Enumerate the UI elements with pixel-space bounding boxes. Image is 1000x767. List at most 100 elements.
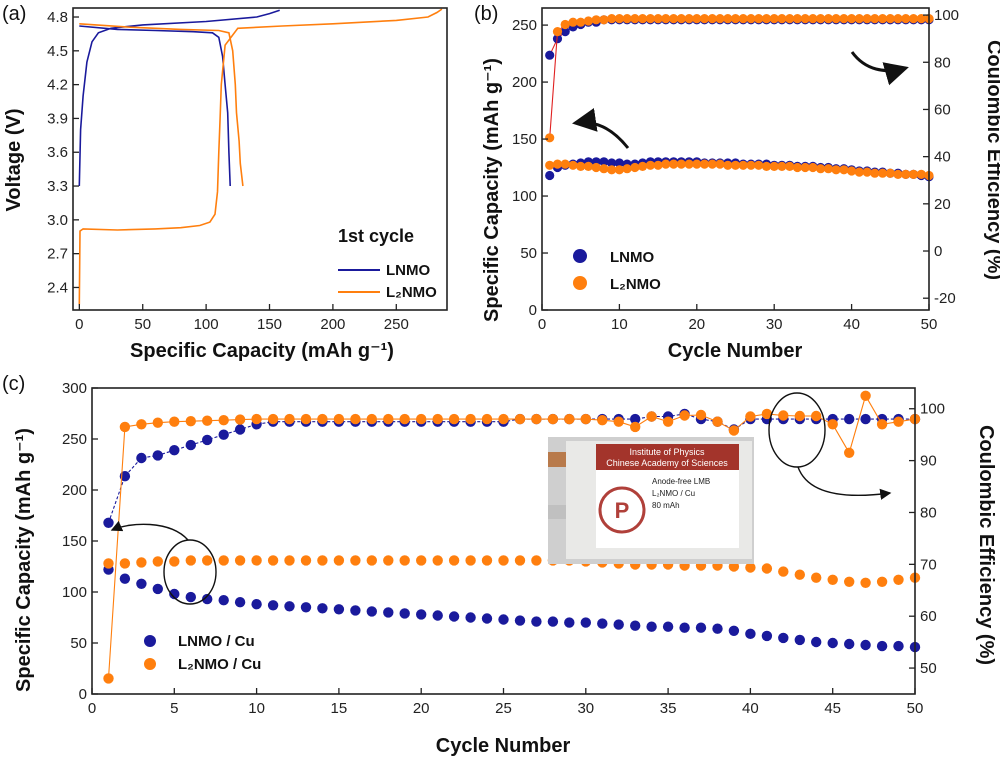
point-lnmocu-capacity (662, 621, 674, 632)
point-lnmocu-capacity (267, 555, 279, 566)
point-lnmocu-capacity (679, 622, 690, 633)
point-lnmocu-capacity (613, 619, 624, 630)
legend-marker-lnmo (573, 249, 587, 263)
point-lnmocu-capacity (300, 602, 312, 613)
point-lnmocu-capacity (481, 613, 493, 624)
panel-b-x-ticks: 0 10 20 30 40 50 (538, 304, 938, 333)
point-lnmocu-capacity (432, 555, 443, 566)
point-lnmo-capacity (901, 169, 911, 179)
y-tick-label: 40 (934, 149, 951, 166)
y-tick-label: -20 (934, 290, 956, 307)
x-tick-label: 35 (660, 700, 677, 717)
panel-a-curves (78, 8, 443, 305)
point-lnmo-efficiency (545, 50, 555, 60)
point-lnmocu-capacity (416, 609, 427, 620)
point-lnmo-efficiency (870, 14, 880, 24)
point-lnmo-capacity (676, 159, 686, 169)
point-lnmo-efficiency (545, 133, 555, 143)
point-lnmo-capacity (715, 159, 725, 169)
y-tick-label: 250 (62, 431, 87, 448)
point-lnmo-efficiency (777, 14, 787, 24)
point-lnmocu-efficiency (580, 413, 591, 425)
point-lnmo-efficiency (854, 14, 864, 24)
point-lnmocu-efficiency (185, 439, 196, 451)
point-lnmocu-capacity (202, 555, 213, 566)
point-lnmocu-efficiency (613, 416, 624, 427)
point-lnmocu-efficiency (646, 411, 657, 422)
point-lnmocu-capacity (794, 634, 805, 646)
point-lnmocu-efficiency (103, 517, 114, 528)
point-lnmocu-efficiency (893, 416, 904, 427)
point-lnmocu-capacity (827, 574, 838, 585)
point-lnmocu-efficiency (860, 413, 871, 425)
point-lnmo-capacity (622, 164, 632, 174)
panel-a-frame (72, 7, 448, 311)
point-lnmo-capacity (552, 159, 563, 169)
point-lnmocu-capacity (465, 612, 476, 623)
point-lnmocu-capacity (448, 611, 460, 622)
point-lnmocu-capacity (860, 577, 871, 588)
point-lnmo-capacity (699, 159, 710, 169)
point-lnmo-efficiency (723, 14, 733, 24)
point-lnmocu-capacity (432, 610, 443, 621)
x-tick-label: 15 (331, 700, 348, 717)
point-lnmo-capacity (878, 168, 888, 178)
y-tick-label: 60 (934, 101, 951, 118)
point-lnmo-efficiency (730, 14, 741, 24)
y-tick-label: 80 (934, 54, 951, 71)
x-tick-label: 30 (766, 316, 783, 333)
point-lnmocu-efficiency (152, 450, 163, 461)
point-lnmo-efficiency (552, 27, 563, 37)
point-lnmocu-capacity (267, 600, 279, 611)
point-lnmocu-efficiency (103, 673, 114, 684)
point-lnmocu-efficiency (185, 416, 196, 427)
point-lnmocu-efficiency (234, 414, 246, 425)
point-lnmocu-capacity (284, 555, 295, 566)
point-lnmo-capacity (630, 162, 640, 173)
x-tick-label: 50 (921, 316, 938, 333)
point-lnmocu-capacity (152, 556, 163, 567)
ce-connector-line (107, 413, 915, 523)
point-lnmocu-efficiency (761, 408, 773, 420)
panel-c-x-ticks: 0 5 10 15 20 25 30 35 40 45 50 (88, 688, 923, 717)
point-lnmo-capacity (638, 161, 648, 171)
y-tick-label: 90 (920, 453, 937, 470)
point-lnmocu-capacity (745, 628, 756, 639)
legend-label-l2nmo: L₂NMO (610, 276, 661, 293)
point-lnmo-capacity (707, 159, 717, 169)
x-tick-label: 25 (495, 700, 512, 717)
point-lnmocu-capacity (597, 618, 608, 629)
x-tick-label: 150 (257, 316, 282, 333)
y-tick-label: 80 (920, 504, 937, 521)
point-lnmocu-efficiency (564, 413, 575, 425)
y-tick-label: 300 (62, 380, 87, 397)
point-lnmocu-capacity (514, 615, 526, 626)
y-tick-label: 3.6 (47, 144, 68, 161)
photo-tab-bottom (548, 505, 566, 519)
point-lnmo-capacity (893, 169, 903, 179)
point-lnmocu-efficiency (202, 434, 213, 446)
point-lnmo-capacity (738, 160, 748, 170)
point-lnmo-capacity (545, 160, 555, 170)
point-lnmocu-capacity (399, 608, 410, 619)
point-lnmo-capacity (885, 168, 895, 178)
point-lnmo-efficiency (614, 14, 625, 24)
point-lnmo-efficiency (885, 14, 895, 24)
point-lnmocu-capacity (169, 588, 180, 600)
legend-label-lnmo: LNMO (610, 249, 654, 266)
legend-marker-lnmo-cu (144, 635, 156, 647)
point-lnmocu-capacity (695, 622, 707, 633)
point-lnmocu-efficiency (416, 413, 427, 425)
point-lnmocu-capacity (531, 616, 542, 627)
point-lnmo-efficiency (576, 17, 586, 27)
panel-b-x-title: Cycle Number (668, 340, 803, 362)
point-lnmo-efficiency (823, 14, 834, 24)
panel-b-legend: LNMO L₂NMO (573, 249, 661, 293)
point-lnmo-efficiency (638, 14, 648, 24)
photo-tab-top (548, 452, 566, 467)
callout-arrow-to-left-axis (110, 520, 189, 541)
y-tick-label: 4.2 (47, 77, 68, 94)
point-lnmo-efficiency (769, 14, 779, 24)
point-lnmo-efficiency (669, 14, 679, 24)
legend-label-l2nmo: L₂NMO (386, 284, 437, 301)
